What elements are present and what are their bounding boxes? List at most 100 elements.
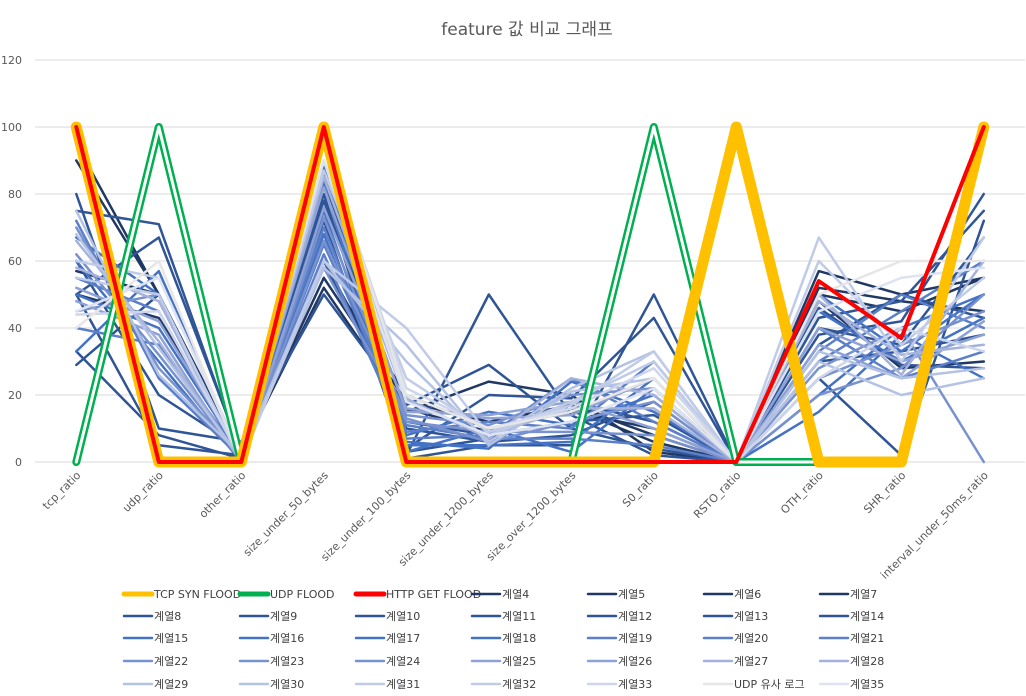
legend-label: 계열35 <box>850 678 884 691</box>
y-tick-label: 120 <box>1 54 22 67</box>
legend-item: 계열12 <box>586 610 652 623</box>
legend-item: UDP FLOOD <box>237 588 335 601</box>
legend-label: 계열17 <box>386 632 420 645</box>
x-tick-label: other_ratio <box>197 469 249 521</box>
legend-item: 계열20 <box>702 632 768 645</box>
legend-item: TCP SYN FLOOD <box>121 588 241 601</box>
y-tick-label: 80 <box>8 188 22 201</box>
legend-label: 계열30 <box>270 678 304 691</box>
legend-item: 계열14 <box>818 610 884 623</box>
legend-label: 계열11 <box>502 610 536 623</box>
legend-label: 계열5 <box>618 588 645 601</box>
chart-title: feature 값 비교 그래프 <box>441 20 612 40</box>
legend-label: UDP FLOOD <box>270 588 335 601</box>
x-tick-label: size_over_1200_bytes <box>484 469 579 564</box>
legend-label: 계열22 <box>154 655 188 668</box>
x-tick-label: SHR_ratio <box>861 469 908 516</box>
legend-label: 계열21 <box>850 632 884 645</box>
legend-label: HTTP GET FLOOD <box>386 588 481 601</box>
x-tick-label: size_under_50_bytes <box>241 469 331 559</box>
legend-label: UDP 유사 로그 <box>734 678 805 691</box>
legend-label: 계열24 <box>386 655 420 668</box>
x-axis: tcp_ratio udp_ratio other_ratiosize_under_… <box>40 469 991 582</box>
legend-item: 계열21 <box>818 632 884 645</box>
legend-label: 계열10 <box>386 610 420 623</box>
legend-label: 계열23 <box>270 655 304 668</box>
series-line-http-get-flood <box>74 125 986 464</box>
legend-item: 계열29 <box>122 678 188 691</box>
legend-item: 계열10 <box>354 610 420 623</box>
y-axis: 0 20 40 60 80 100 120 <box>1 54 22 469</box>
y-tick-label: 40 <box>8 322 22 335</box>
legend-label: 계열18 <box>502 632 536 645</box>
legend-item: 계열26 <box>586 655 652 668</box>
legend-item: 계열17 <box>354 632 420 645</box>
legend-label: 계열13 <box>734 610 768 623</box>
legend-label: 계열33 <box>618 678 652 691</box>
legend-item: 계열27 <box>702 655 768 668</box>
legend-item: 계열13 <box>702 610 768 623</box>
legend-item: 계열31 <box>354 678 420 691</box>
legend-item: UDP 유사 로그 <box>702 678 805 691</box>
legend-item: 계열4 <box>470 588 529 601</box>
legend-label: 계열20 <box>734 632 768 645</box>
legend-label: 계열19 <box>618 632 652 645</box>
legend-item: 계열35 <box>818 678 884 691</box>
legend-label: 계열25 <box>502 655 536 668</box>
legend-item: HTTP GET FLOOD <box>353 588 481 601</box>
legend-item: 계열23 <box>238 655 304 668</box>
series-line-계열33 <box>75 142 986 464</box>
series-line-계열35 <box>75 159 986 464</box>
plot-area <box>70 121 990 468</box>
legend-item: 계열25 <box>470 655 536 668</box>
legend-label: 계열9 <box>270 610 297 623</box>
legend-label: 계열28 <box>850 655 884 668</box>
y-tick-label: 60 <box>8 255 22 268</box>
y-tick-label: 100 <box>1 121 22 134</box>
x-tick-label: size_under_1200_bytes <box>396 469 496 569</box>
legend-item: 계열6 <box>702 588 761 601</box>
legend-label: 계열16 <box>270 632 304 645</box>
series-line-계열19 <box>75 219 986 464</box>
legend-label: 계열29 <box>154 678 188 691</box>
legend-label: 계열6 <box>734 588 761 601</box>
legend-item: 계열18 <box>470 632 536 645</box>
legend-label: 계열14 <box>850 610 884 623</box>
legend-label: 계열26 <box>618 655 652 668</box>
grid <box>35 59 1025 463</box>
legend-item: 계열24 <box>354 655 420 668</box>
legend: TCP SYN FLOOD UDP FLOOD HTTP GET FLOOD 계열4 계… <box>121 588 884 691</box>
legend-item: 계열32 <box>470 678 536 691</box>
legend-label: 계열32 <box>502 678 536 691</box>
legend-label: 계열12 <box>618 610 652 623</box>
legend-item: 계열33 <box>586 678 652 691</box>
x-tick-label: size_under_100_bytes <box>318 469 413 564</box>
legend-item: 계열22 <box>122 655 188 668</box>
legend-item: 계열9 <box>238 610 297 623</box>
legend-label: TCP SYN FLOOD <box>153 588 241 601</box>
legend-item: 계열28 <box>818 655 884 668</box>
legend-item: 계열11 <box>470 610 536 623</box>
legend-item: 계열19 <box>586 632 652 645</box>
legend-item: 계열16 <box>238 632 304 645</box>
legend-item: 계열15 <box>122 632 188 645</box>
legend-label: 계열4 <box>502 588 529 601</box>
legend-label: 계열27 <box>734 655 768 668</box>
y-tick-label: 0 <box>15 456 22 469</box>
x-tick-label: RSTO_ratio <box>691 469 743 521</box>
legend-label: 계열7 <box>850 588 877 601</box>
legend-label: 계열15 <box>154 632 188 645</box>
legend-item: 계열7 <box>818 588 877 601</box>
legend-item: 계열30 <box>238 678 304 691</box>
x-tick-label: tcp_ratio <box>40 469 83 512</box>
series-line-계열11 <box>75 179 986 464</box>
x-tick-label: S0_ratio <box>620 469 661 510</box>
legend-label: 계열31 <box>386 678 420 691</box>
y-tick-label: 20 <box>8 389 22 402</box>
legend-label: 계열8 <box>154 610 181 623</box>
x-tick-label: OTH_ratio <box>778 469 826 517</box>
x-tick-label: udp_ratio <box>120 469 166 515</box>
legend-item: 계열8 <box>122 610 181 623</box>
legend-item: 계열5 <box>586 588 645 601</box>
